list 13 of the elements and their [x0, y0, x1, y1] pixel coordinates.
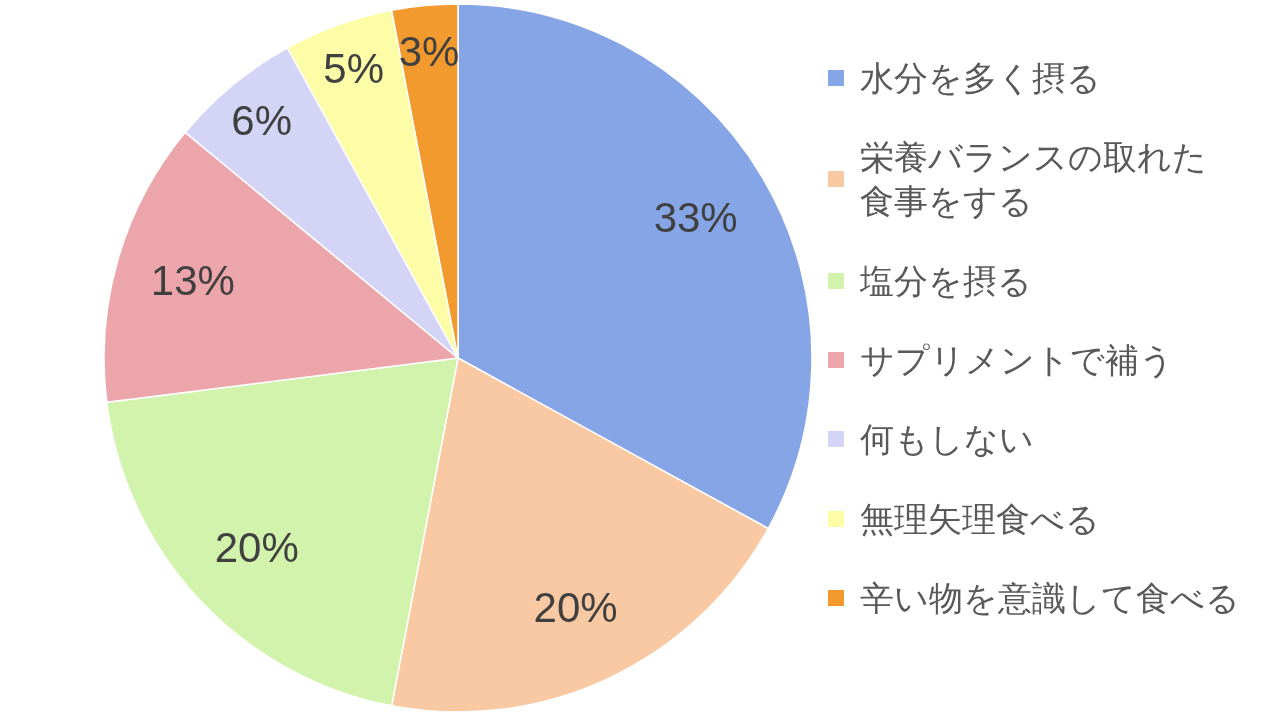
legend-label: 塩分を摂る	[860, 260, 1033, 302]
legend-label: 辛い物を意識して食べる	[860, 577, 1240, 619]
legend-label: 水分を多く摂る	[860, 58, 1102, 99]
data-label: 20%	[214, 523, 299, 571]
legend-label: 何もしない	[860, 419, 1035, 461]
legend-label: 無理矢理食べる	[860, 498, 1101, 540]
legend-label: 栄養バランスの取れた食事をする	[860, 137, 1208, 223]
data-label: 6%	[231, 97, 293, 145]
legend-label: サプリメントで補う	[860, 340, 1175, 381]
data-label: 13%	[150, 257, 235, 305]
data-label: 33%	[653, 193, 738, 241]
data-label: 20%	[533, 584, 618, 632]
data-label: 5%	[323, 44, 385, 92]
